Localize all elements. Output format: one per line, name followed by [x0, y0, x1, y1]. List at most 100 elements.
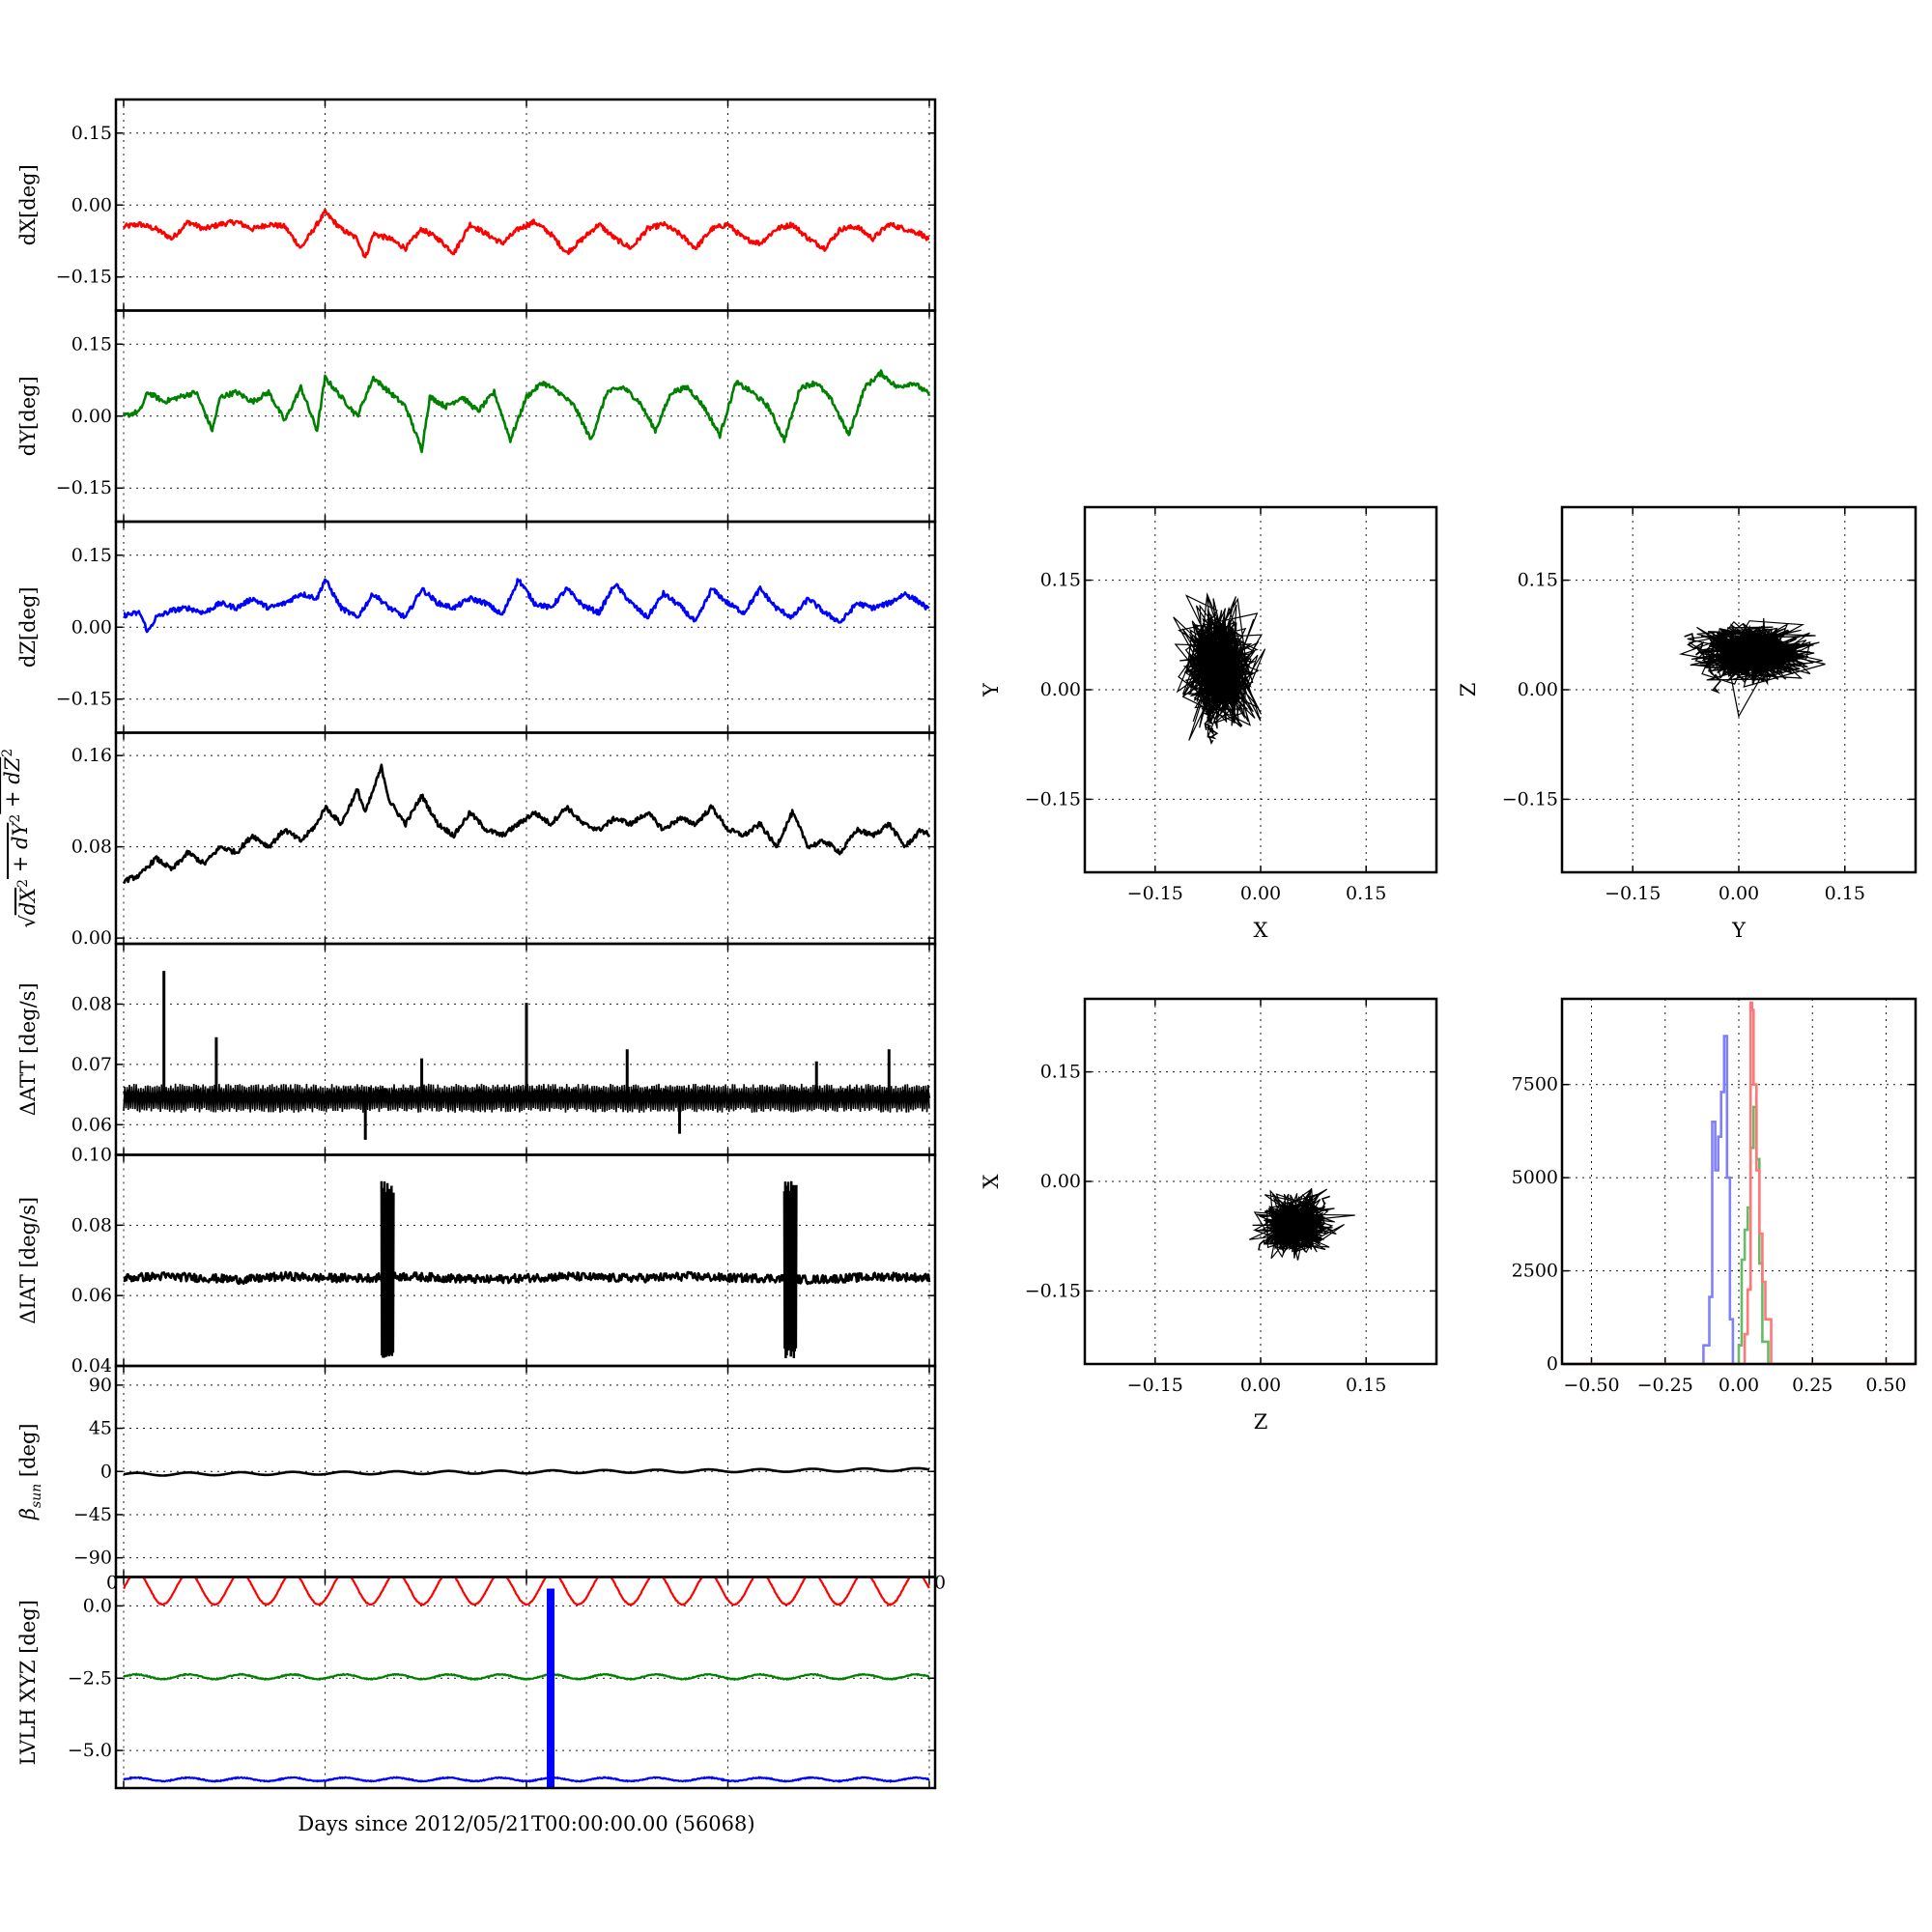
y-axis-label-datt: ΔATT [deg/s]	[16, 982, 40, 1116]
y-tick-label: 0.00	[1040, 679, 1081, 700]
y-tick-label: 0.00	[1040, 1171, 1081, 1192]
y-axis-label-xy: Y	[980, 682, 1003, 697]
y-tick-label: 0	[1547, 1353, 1558, 1375]
x-tick-label: 0.15	[1346, 1375, 1386, 1396]
panel-yz: −0.15 0.00 0.15 0.15 0.00 −0.15 Y Z	[1457, 505, 1918, 942]
y-tick-label: 0.06	[71, 1285, 112, 1306]
y-tick-label: 0.00	[71, 194, 112, 215]
series-line-datt	[122, 1087, 931, 1101]
x-tick-label: 0.25	[1792, 1375, 1833, 1396]
series-line-lvlh-blue	[123, 1776, 930, 1783]
y-tick-label: 0.15	[1040, 1062, 1081, 1083]
y-tick-label: 5000	[1512, 1167, 1558, 1188]
y-tick-label: −0.15	[56, 267, 112, 288]
x-axis-label: Days since 2012/05/21T00:00:00.00 (56068…	[298, 1812, 754, 1835]
scatter-trace-yz	[1678, 617, 1826, 719]
series-line-norm	[122, 763, 931, 885]
burst-mark	[380, 1180, 395, 1358]
panel-frame	[1083, 505, 1438, 874]
panel-zx: −0.15 0.00 0.15 0.15 0.00 −0.15 Z X	[980, 997, 1438, 1434]
y-tick-label: 45	[89, 1418, 112, 1439]
series-line-dX	[122, 208, 930, 259]
panel-beta: 90 45 0 −45 −90 βsun [deg]	[16, 1364, 937, 1578]
scatter-and-histogram-panels: −0.15 0.00 0.15 0.15 0.00 −0.15 X Y −0.15 0.00 0.1…	[980, 505, 1918, 1434]
y-axis-label-zx: X	[980, 1174, 1003, 1188]
y-tick-label: −90	[73, 1548, 112, 1569]
y-tick-label: 0.00	[71, 616, 112, 638]
series-line-dZ	[123, 578, 930, 634]
y-tick-label: 0.00	[71, 406, 112, 427]
y-tick-label: 2500	[1512, 1261, 1558, 1282]
scatter-tail-xy	[1202, 696, 1219, 746]
series-line-beta	[123, 1466, 930, 1477]
y-tick-label: 0.15	[71, 333, 112, 355]
panel-xy: −0.15 0.00 0.15 0.15 0.00 −0.15 X Y	[980, 505, 1438, 942]
series-line-dY	[122, 369, 931, 454]
x-tick-label: 0.00	[1719, 1375, 1759, 1396]
hist-step-hist_red	[1562, 1001, 1916, 1366]
panel-frame	[1083, 997, 1438, 1366]
y-tick-label: 0.0	[83, 1595, 112, 1616]
panel-diat: 0.10 0.08 0.06 0.04 ΔIAT [deg/s]	[16, 1145, 937, 1377]
series-line-diat	[123, 1270, 931, 1286]
x-axis-label-yz: Y	[1731, 919, 1747, 942]
y-tick-label: 0.15	[71, 545, 112, 566]
y-axis-label-beta: βsun [deg]	[16, 1423, 44, 1520]
y-tick-label: 0.15	[1518, 570, 1558, 591]
y-tick-label: −0.15	[1025, 788, 1081, 810]
scatter-tail-zx	[1258, 1195, 1330, 1251]
y-tick-label: 0.08	[71, 837, 112, 858]
x-axis-label-zx: Z	[1254, 1410, 1268, 1434]
hist-step-hist_blue	[1562, 1035, 1916, 1366]
y-tick-label: 0.04	[71, 1355, 112, 1377]
panel-norm: 0.16 0.08 0.00 √dX2 + dY2 + dZ2	[0, 731, 937, 949]
y-tick-label: −45	[73, 1504, 112, 1525]
y-axis-label-norm: √dX2 + dY2 + dZ2	[0, 749, 40, 928]
x-tick-label: 0.00	[1240, 883, 1281, 904]
y-axis-label-yz: Z	[1457, 683, 1480, 697]
x-tick-label: 0.00	[1719, 883, 1759, 904]
x-tick-label: −0.15	[1605, 883, 1661, 904]
x-tick-label: −0.15	[1127, 1375, 1183, 1396]
x-tick-label: −0.15	[1127, 883, 1183, 904]
y-tick-label: 0	[100, 1461, 112, 1482]
panel-dZ: 0.15 0.00 −0.15 dZ[deg]	[16, 520, 937, 734]
panel-hist: −0.50 −0.25 0.00 0.25 0.50 7500 5000 2500 0	[1512, 997, 1918, 1396]
x-tick-label: 0.00	[1240, 1375, 1281, 1396]
series-line-lvlh-green	[123, 1672, 930, 1682]
panel-dX: 0.15 0.00 −0.15 dX[deg]	[16, 98, 937, 312]
y-tick-label: −0.15	[1025, 1280, 1081, 1301]
x-axis-label-xy: X	[1254, 919, 1268, 942]
x-tick-label: 0.15	[1825, 883, 1865, 904]
y-tick-label: −0.15	[1502, 788, 1558, 810]
panel-frame	[114, 1153, 937, 1368]
x-tick-label: −0.25	[1637, 1375, 1693, 1396]
y-tick-label: −5.0	[68, 1740, 112, 1761]
panel-frame	[1560, 505, 1918, 874]
x-tick-label: 0.15	[1346, 883, 1386, 904]
y-axis-label-dX: dX[deg]	[16, 164, 40, 245]
scatter-trace-xy	[1173, 592, 1266, 741]
series-line-lvlh-red	[123, 1577, 930, 1607]
burst-mark	[782, 1180, 798, 1359]
y-axis-label-diat: ΔIAT [deg/s]	[16, 1197, 40, 1324]
scatter-tail-yz	[1684, 633, 1721, 695]
y-tick-label: −0.15	[56, 689, 112, 710]
y-axis-label-lvlh: LVLH XYZ [deg]	[16, 1600, 40, 1765]
y-tick-label: 0.00	[71, 927, 112, 949]
y-tick-label: 0.16	[71, 745, 112, 766]
y-tick-label: 0.15	[1040, 570, 1081, 591]
panel-frame	[1560, 997, 1918, 1366]
y-tick-label: 0.08	[71, 993, 112, 1014]
panel-datt: 0.08 0.07 0.06 ΔATT [deg/s]	[16, 942, 937, 1156]
time-series-stack: 0.150.00−0.15dX[deg]0.150.00−0.15dY[deg]…	[0, 98, 946, 1790]
panel-frame	[114, 1576, 937, 1790]
y-tick-label: 0.15	[71, 123, 112, 144]
y-tick-label: −2.5	[68, 1667, 112, 1689]
x-tick-label: −0.50	[1563, 1375, 1619, 1396]
hist-step-hist_green	[1562, 1105, 1916, 1366]
y-tick-label: 90	[89, 1375, 112, 1396]
y-tick-label: −0.15	[56, 477, 112, 498]
